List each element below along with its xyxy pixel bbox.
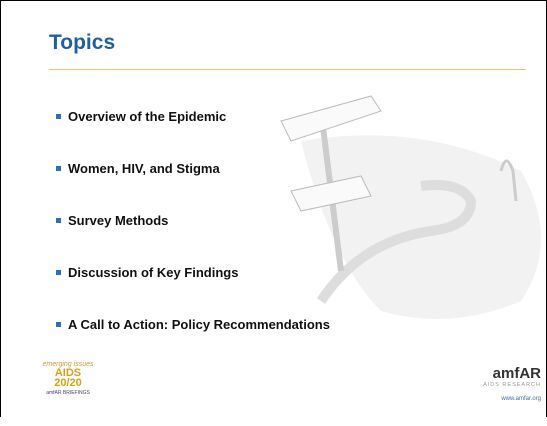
topic: Women, HIV, and Stigma xyxy=(56,159,330,211)
logo-tagline: AIDS RESEARCH xyxy=(471,382,541,388)
logo-text: amfAR BRIEFINGS xyxy=(33,390,103,396)
topic-list: Overview of the Epidemic Women, HIV, and… xyxy=(56,107,330,367)
briefings-logo: emerging issues AIDS 20/20 amfAR BRIEFIN… xyxy=(33,361,103,411)
title-rule xyxy=(49,69,526,70)
logo-text: 20/20 xyxy=(33,378,103,388)
amfar-logo: amfAR AIDS RESEARCH www.amfar.org xyxy=(471,365,541,402)
logo-name: amfAR xyxy=(471,365,541,382)
slide-title: Topics xyxy=(49,31,115,55)
topic: A Call to Action: Policy Recommendations xyxy=(56,315,330,367)
logo-url: www.amfar.org xyxy=(471,396,541,402)
page: Topics Overview of the Epidemic Women, H… xyxy=(0,0,547,426)
topic: Survey Methods xyxy=(56,211,330,263)
topic: Discussion of Key Findings xyxy=(56,263,330,315)
slide: Topics Overview of the Epidemic Women, H… xyxy=(0,0,547,417)
topic: Overview of the Epidemic xyxy=(56,107,330,159)
